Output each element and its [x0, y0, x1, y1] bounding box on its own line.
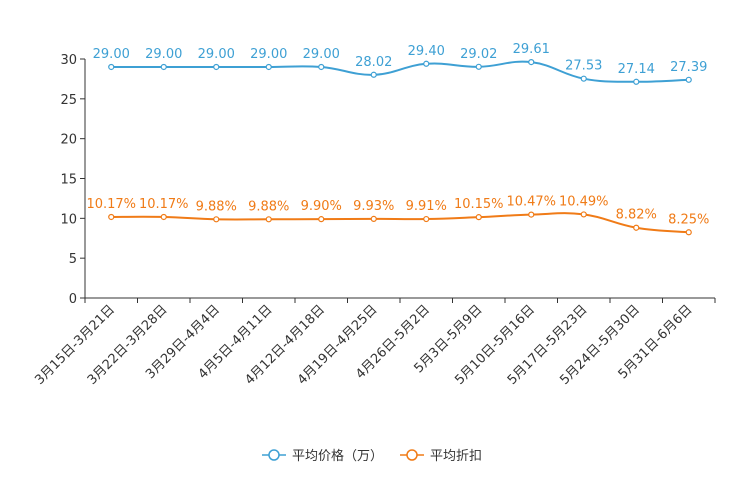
data-point[interactable] [265, 216, 272, 223]
data-label: 9.93% [353, 199, 394, 214]
data-point[interactable] [160, 63, 167, 71]
data-point[interactable] [633, 224, 640, 231]
legend-marker [268, 449, 280, 461]
data-point[interactable] [265, 63, 272, 71]
data-point[interactable] [423, 215, 430, 223]
legend-marker [406, 449, 418, 461]
data-point[interactable] [318, 63, 325, 71]
series-1: 29.00 29.00 29.00 29.00 29.00 28.02 29.40 29.02… [93, 42, 707, 85]
data-point[interactable] [580, 75, 587, 82]
data-point[interactable] [213, 216, 220, 223]
data-point[interactable] [370, 215, 377, 222]
data-label: 10.15% [454, 197, 504, 212]
data-point[interactable] [685, 76, 692, 83]
legend-label: 平均价格（万） [292, 448, 383, 464]
data-label: 27.53 [565, 59, 602, 74]
y-tick-label: 30 [60, 53, 77, 68]
data-point[interactable] [160, 213, 167, 221]
series-line [111, 212, 689, 234]
data-label: 29.00 [145, 47, 182, 62]
data-point[interactable] [108, 63, 115, 71]
data-label: 10.47% [506, 195, 556, 210]
data-point[interactable] [528, 211, 535, 218]
data-label: 10.17% [139, 197, 189, 212]
data-label: 9.90% [301, 199, 342, 214]
y-tick-label: 25 [60, 93, 77, 108]
data-label: 29.40 [408, 44, 445, 59]
data-point[interactable] [475, 63, 482, 70]
y-tick-label: 15 [60, 173, 77, 188]
data-point[interactable] [108, 213, 115, 221]
data-label: 10.49% [559, 194, 609, 209]
data-point[interactable] [475, 214, 482, 221]
data-point[interactable] [423, 60, 430, 67]
data-label: 28.02 [355, 55, 392, 70]
data-label: 8.82% [616, 208, 657, 223]
data-point[interactable] [580, 211, 587, 218]
y-tick-label: 10 [60, 212, 77, 227]
y-tick-label: 20 [60, 133, 77, 148]
data-point[interactable] [213, 63, 220, 71]
data-label: 9.88% [248, 199, 289, 214]
data-label: 9.88% [196, 199, 237, 214]
legend: 平均价格（万） 平均折扣 [262, 448, 482, 464]
data-point[interactable] [685, 229, 692, 236]
data-label: 29.00 [198, 47, 235, 62]
data-label: 27.39 [670, 60, 707, 75]
series-line [111, 60, 689, 83]
data-label: 29.00 [303, 47, 340, 62]
y-tick-label: 0 [69, 292, 77, 307]
data-label: 29.02 [460, 47, 497, 62]
series-layer: 29.00 29.00 29.00 29.00 29.00 28.02 29.40 29.02… [86, 42, 709, 236]
data-label: 9.91% [406, 199, 447, 214]
data-point[interactable] [318, 216, 325, 223]
data-label: 8.25% [668, 212, 709, 227]
data-point[interactable] [370, 71, 377, 78]
data-label: 29.61 [513, 42, 550, 57]
legend-label: 平均折扣 [430, 449, 482, 464]
data-point[interactable] [633, 78, 640, 85]
data-label: 27.14 [618, 62, 655, 77]
data-point[interactable] [528, 59, 535, 66]
data-label: 29.00 [250, 47, 287, 62]
legend-item-1[interactable]: 平均价格（万） [262, 448, 383, 464]
data-label: 10.17% [86, 197, 136, 212]
data-label: 29.00 [93, 47, 130, 62]
series-2: 10.17% 10.17% 9.88% 9.88% 9.90% 9.93% 9.91% 10.… [86, 194, 709, 236]
y-tick-label: 5 [69, 252, 77, 267]
legend-item-2[interactable]: 平均折扣 [400, 449, 482, 464]
